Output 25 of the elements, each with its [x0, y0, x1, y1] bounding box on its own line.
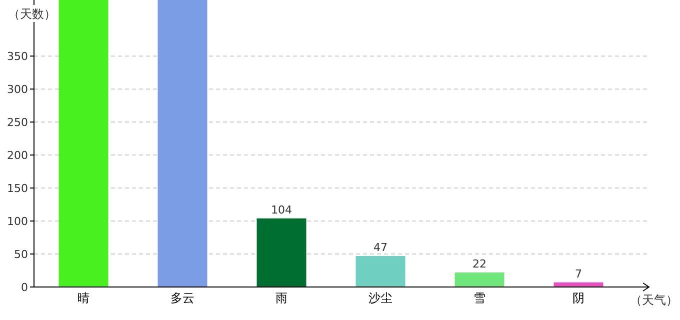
y-tick-label: 250 [7, 116, 28, 129]
x-tick-label: 晴 [78, 291, 90, 305]
y-axis-title: （天数） [8, 7, 56, 21]
y-tick-label: 300 [7, 82, 28, 96]
x-tick-label: 雨 [276, 291, 288, 305]
data-label: 47 [374, 240, 388, 254]
x-axis-title: （天气） [630, 293, 678, 307]
y-tick-label: 100 [7, 214, 28, 228]
x-tick-label: 阴 [572, 291, 584, 305]
bar [256, 218, 306, 287]
data-label: 22 [472, 257, 486, 270]
y-tick-label: 200 [7, 148, 28, 162]
bar [158, 0, 208, 287]
bar [454, 272, 504, 287]
y-tick-label: 50 [14, 248, 28, 261]
x-tick-label: 多云 [170, 291, 194, 305]
y-tick-label: 0 [21, 280, 28, 294]
y-tick-label: 150 [7, 182, 28, 195]
data-label: 104 [271, 203, 292, 216]
bar [58, 0, 108, 287]
y-tick-label: 350 [7, 50, 28, 63]
bar [356, 256, 406, 287]
data-label: 7 [575, 267, 582, 280]
x-tick-label: 沙尘 [368, 291, 392, 305]
x-tick-label: 雪 [474, 291, 486, 305]
